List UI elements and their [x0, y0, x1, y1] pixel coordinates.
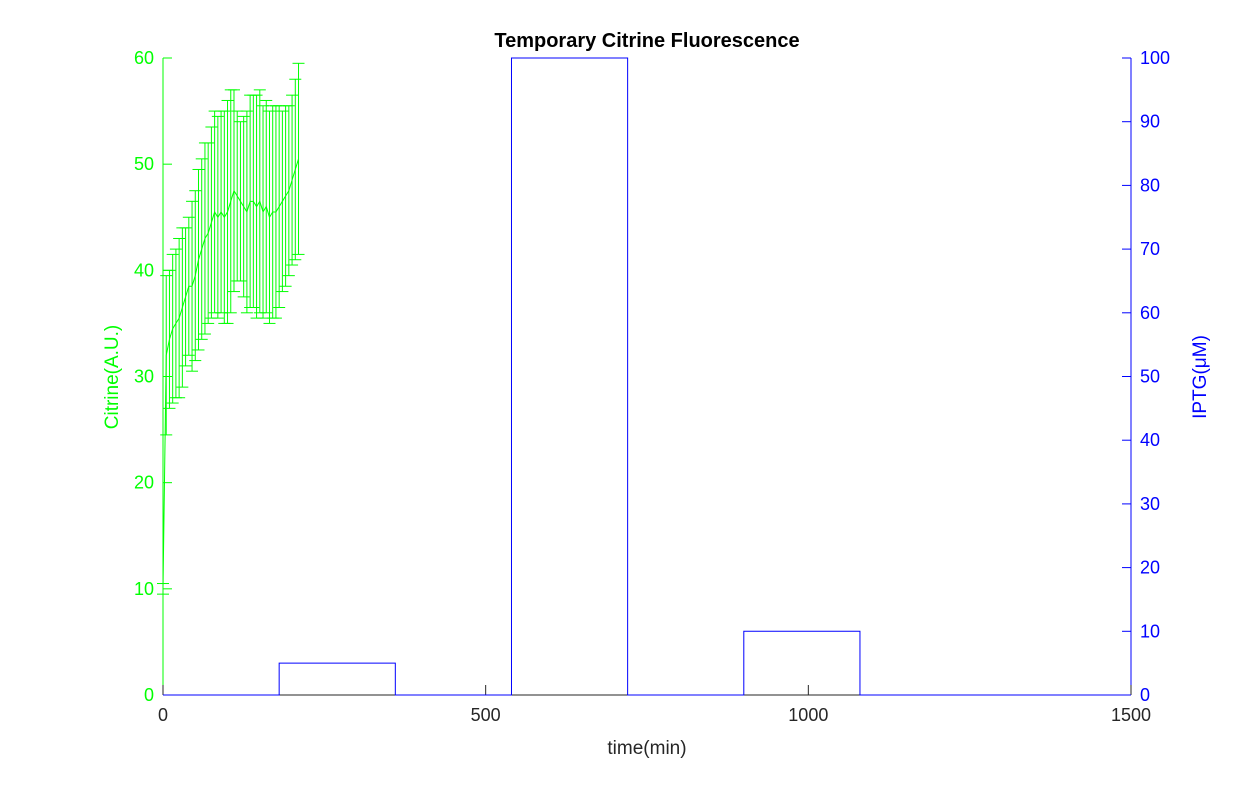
x-tick-label: 1000 — [788, 705, 828, 725]
y-left-tick-label: 20 — [134, 473, 154, 493]
citrine-mean-line — [162, 158, 299, 589]
y-left-tick-label: 40 — [134, 260, 154, 280]
x-tick-label: 500 — [471, 705, 501, 725]
y-right-tick-label: 100 — [1140, 48, 1170, 68]
y-right-tick-label: 20 — [1140, 558, 1160, 578]
citrine-series — [157, 62, 305, 595]
y-right-tick-label: 30 — [1140, 494, 1160, 514]
citrine-errorbar — [292, 62, 305, 255]
y-right-tick-label: 80 — [1140, 175, 1160, 195]
y-left-tick-label: 0 — [144, 685, 154, 705]
y-left-tick-label: 30 — [134, 367, 154, 387]
y-right-tick-label: 0 — [1140, 685, 1150, 705]
y-left-tick-label: 10 — [134, 579, 154, 599]
y-axis-right-label: IPTG(μM) — [1190, 335, 1211, 419]
x-axis-label: time(min) — [607, 738, 686, 759]
y-left-tick-label: 50 — [134, 154, 154, 174]
y-right-tick-label: 10 — [1140, 621, 1160, 641]
x-tick-label: 1500 — [1111, 705, 1151, 725]
iptg-stairs-line — [163, 57, 1131, 696]
y-left-tick-label: 60 — [134, 48, 154, 68]
y-right-tick-label: 50 — [1140, 367, 1160, 387]
y-right-tick-label: 90 — [1140, 112, 1160, 132]
iptg-series — [163, 57, 1131, 696]
y-right-tick-label: 70 — [1140, 239, 1160, 259]
axes-layer: 0 500 1000 15000102030405060010203040506070… — [134, 48, 1170, 725]
chart-title: Temporary Citrine Fluorescence — [494, 30, 799, 52]
y-axis-left-label: Citrine(A.U.) — [102, 325, 123, 430]
y-right-tick-label: 60 — [1140, 303, 1160, 323]
y-right-tick-label: 40 — [1140, 430, 1160, 450]
x-tick-label: 0 — [158, 705, 168, 725]
